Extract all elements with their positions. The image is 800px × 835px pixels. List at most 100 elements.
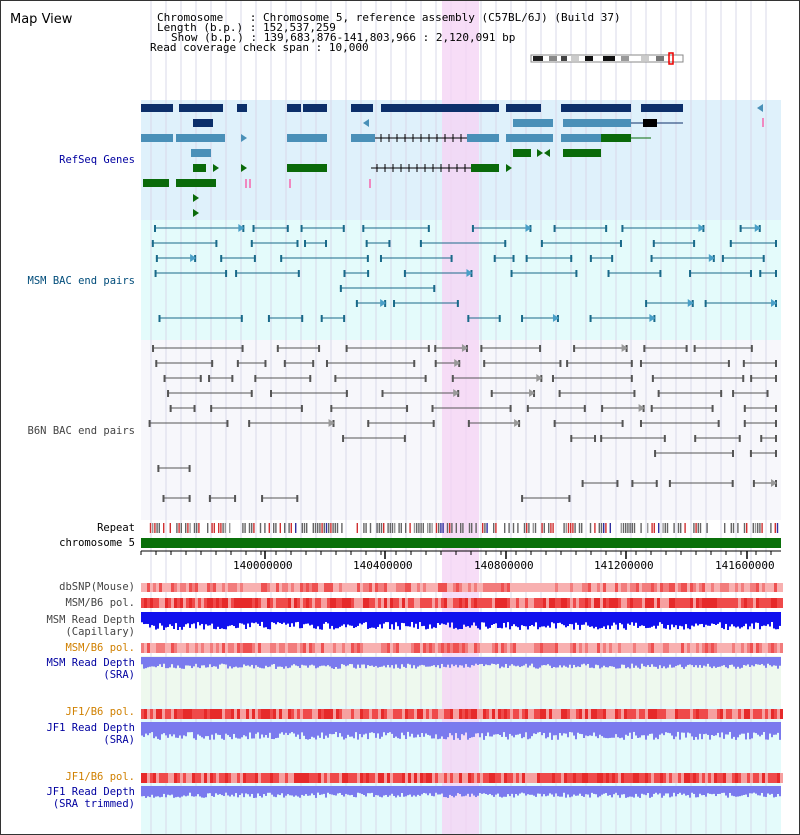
polymorphism-bin	[561, 583, 564, 592]
polymorphism-bin	[741, 598, 744, 608]
polymorphism-bin	[528, 643, 531, 653]
jf1-sra-depth-bar	[629, 722, 631, 733]
msm-capillary-depth-bar	[479, 612, 481, 630]
polymorphism-bin	[771, 709, 774, 719]
repeat-element	[264, 523, 266, 533]
track-label-refseq[interactable]: RefSeq Genes	[59, 154, 135, 166]
msm-capillary-depth-bar	[455, 612, 457, 628]
polymorphism-bin	[402, 643, 405, 653]
b6n-bac-pair-end	[490, 390, 493, 397]
polymorphism-bin	[357, 598, 360, 608]
msm-bac-pair-end	[215, 240, 218, 247]
polymorphism-bin	[297, 643, 300, 653]
polymorphism-bin	[330, 643, 333, 653]
msm-capillary-depth-bar	[229, 612, 231, 626]
b6n-bac-pair-end	[188, 465, 191, 472]
msm-sra-depth-bar	[233, 657, 235, 668]
track-label-jf1-depth-trimmed[interactable]: JF1 Read Depth	[46, 786, 135, 798]
msm-capillary-depth-bar	[419, 612, 421, 623]
jf1-trimmed-depth-bar	[421, 786, 423, 795]
msm-capillary-depth-bar	[273, 612, 275, 623]
track-label-jf1-b6-pol-1[interactable]: JF1/B6 pol.	[65, 706, 135, 718]
jf1-trimmed-depth-bar	[553, 786, 555, 797]
track-label-repeat[interactable]: Repeat	[97, 522, 135, 534]
jf1-sra-depth-bar	[215, 722, 217, 734]
polymorphism-bin	[714, 643, 717, 653]
jf1-sra-depth-bar	[317, 722, 319, 736]
track-label-msm-b6-pol-2[interactable]: MSM/B6 pol.	[65, 642, 135, 654]
polymorphism-bin	[780, 643, 783, 653]
msm-bac-pair-end	[498, 315, 501, 322]
track-label-jf1-depth-sra[interactable]: JF1 Read Depth	[46, 722, 135, 734]
polymorphism-bin	[618, 773, 621, 783]
gene-strand-marker	[529, 389, 536, 397]
track-label-msm-depth-sra[interactable]: MSM Read Depth	[46, 657, 135, 669]
msm-capillary-depth-bar	[433, 612, 435, 628]
polymorphism-bin	[639, 773, 642, 783]
msm-capillary-depth-bar	[289, 612, 291, 627]
polymorphism-bin	[522, 583, 525, 592]
polymorphism-bin	[564, 709, 567, 719]
repeat-element	[387, 523, 389, 533]
b6n-bac-pair-end	[685, 345, 688, 352]
polymorphism-bin	[489, 583, 492, 592]
polymorphism-bin	[240, 773, 243, 783]
jf1-trimmed-depth-bar	[585, 786, 587, 795]
polymorphism-bin	[537, 643, 540, 653]
polymorphism-bin	[198, 773, 201, 783]
track-label-msm-b6-pol-1[interactable]: MSM/B6 pol.	[65, 597, 135, 609]
track-label-dbsnp[interactable]: dbSNP(Mouse)	[59, 581, 135, 593]
polymorphism-bin	[615, 709, 618, 719]
jf1-trimmed-depth-bar	[197, 786, 199, 795]
repeat-element	[706, 523, 708, 533]
refseq-gene	[143, 179, 169, 187]
track-label-b6n-bac[interactable]: B6N BAC end pairs	[27, 425, 135, 437]
polymorphism-bin	[216, 598, 219, 608]
msm-sra-depth-bar	[223, 657, 225, 665]
polymorphism-bin	[183, 709, 186, 719]
msm-capillary-depth-bar	[207, 612, 209, 626]
jf1-sra-depth-bar	[759, 722, 761, 737]
polymorphism-bin	[312, 709, 315, 719]
track-label-msm-depth-capillary[interactable]: MSM Read Depth	[46, 614, 135, 626]
polymorphism-bin	[396, 643, 399, 653]
msm-sra-depth-bar	[375, 657, 377, 666]
polymorphism-bin	[336, 598, 339, 608]
polymorphism-bin	[144, 643, 147, 653]
polymorphism-bin	[159, 583, 162, 592]
repeat-element	[743, 523, 746, 533]
jf1-trimmed-depth-bar	[399, 786, 401, 797]
jf1-trimmed-depth-bar	[701, 786, 703, 796]
msm-capillary-depth-bar	[483, 612, 485, 623]
msm-capillary-depth-bar	[691, 612, 693, 626]
msm-sra-depth-bar	[495, 657, 497, 665]
chromosome-value: Chromosome 5, reference assembly (C57BL/…	[262, 11, 621, 24]
length-value: 152,537,259	[262, 21, 336, 34]
jf1-trimmed-depth-bar	[259, 786, 261, 796]
polymorphism-bin	[582, 709, 585, 719]
polymorphism-bin	[378, 643, 381, 653]
msm-capillary-depth-bar	[725, 612, 727, 624]
polymorphism-bin	[324, 598, 327, 608]
track-label-jf1-b6-pol-2[interactable]: JF1/B6 pol.	[65, 771, 135, 783]
polymorphism-bin	[267, 709, 270, 719]
jf1-trimmed-depth-bar	[349, 786, 351, 796]
polymorphism-bin	[198, 643, 201, 653]
polymorphism-bin	[588, 583, 591, 592]
msm-sra-depth-bar	[267, 657, 269, 668]
jf1-trimmed-depth-bar	[761, 786, 763, 793]
msm-sra-depth-bar	[447, 657, 449, 665]
polymorphism-bin	[285, 583, 288, 592]
jf1-sra-depth-bar	[181, 722, 183, 739]
polymorphism-bin	[408, 643, 411, 653]
refseq-gene	[287, 104, 301, 112]
polymorphism-bin	[654, 709, 657, 719]
jf1-trimmed-depth-bar	[531, 786, 533, 795]
jf1-trimmed-depth-bar	[731, 786, 733, 796]
msm-sra-depth-bar	[305, 657, 307, 666]
track-label-msm-bac[interactable]: MSM BAC end pairs	[27, 275, 135, 287]
msm-sra-depth-bar	[673, 657, 675, 668]
polymorphism-bin	[327, 598, 330, 608]
jf1-sra-depth-bar	[775, 722, 777, 735]
